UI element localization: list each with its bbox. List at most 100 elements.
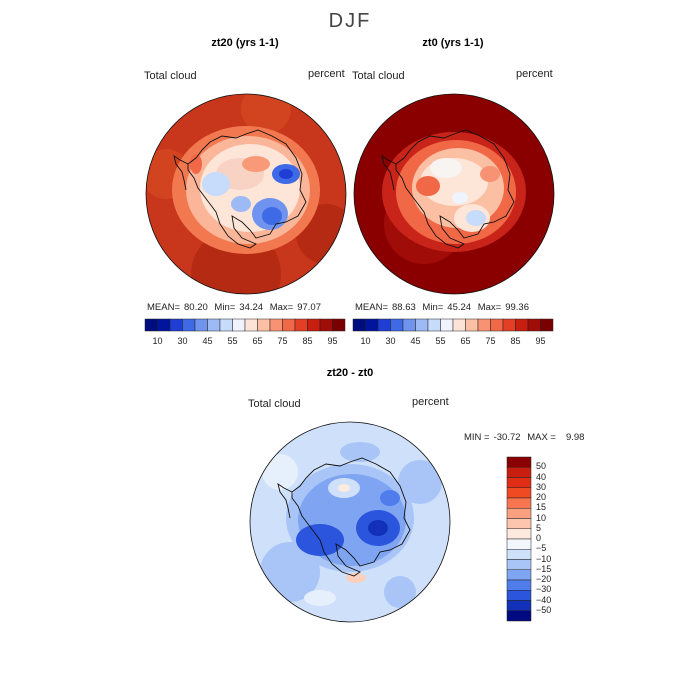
panel-1-colorbar-tick: 75 bbox=[277, 336, 288, 346]
panel-3-colorbar-swatch bbox=[506, 610, 532, 622]
panel-2-colorbar bbox=[352, 318, 554, 332]
panel-1-colorbar-tick: 10 bbox=[152, 336, 163, 346]
panel-1-colorbar-tick: 65 bbox=[252, 336, 263, 346]
panel-1-colorbar-tick: 30 bbox=[177, 336, 188, 346]
panel-1-title: zt20 (yrs 1-1) bbox=[211, 37, 279, 49]
panel-3-colorbar-swatch bbox=[506, 559, 532, 570]
panel-1-field-label: Total cloud bbox=[144, 70, 197, 82]
panel-3-colorbar-tick: −15 bbox=[536, 563, 552, 574]
panel-3-colorbar-tick: −40 bbox=[536, 594, 552, 605]
panel-1-colorbar-tick: 95 bbox=[327, 336, 338, 346]
panel-1-colorbar-swatch bbox=[294, 318, 308, 332]
panel-1-map bbox=[145, 93, 347, 295]
panel-1-colorbar-tick: 45 bbox=[202, 336, 213, 346]
panel-2-colorbar-swatch bbox=[502, 318, 516, 332]
panel-1-colorbar-ticks: 10 30 45 55 65 75 85 95 bbox=[145, 336, 345, 348]
panel-1-colorbar-swatch bbox=[144, 318, 158, 332]
panel-2-colorbar-swatch bbox=[415, 318, 429, 332]
panel-1-units: percent bbox=[308, 68, 345, 80]
panel-2-colorbar-tick: 85 bbox=[510, 336, 521, 346]
panel-1-colorbar-swatch bbox=[232, 318, 246, 332]
panel-1-colorbar-tick: 85 bbox=[302, 336, 313, 346]
panel-1-colorbar-swatch bbox=[194, 318, 208, 332]
panel-1-colorbar-swatch bbox=[269, 318, 283, 332]
panel-1-stats: MEAN= 80.20 Min= 34.24 Max= 97.07 bbox=[147, 302, 321, 313]
panel-3-colorbar-tick: 40 bbox=[536, 471, 547, 482]
panel-2-colorbar-swatch bbox=[377, 318, 391, 332]
panel-3-colorbar-swatch bbox=[506, 538, 532, 550]
panel-3-colorbar bbox=[506, 456, 532, 622]
panel-3-colorbar-tick: 30 bbox=[536, 481, 547, 492]
panel-3-colorbar-swatch bbox=[506, 549, 532, 560]
panel-3-map bbox=[249, 421, 451, 623]
panel-3-colorbar-tick: −10 bbox=[536, 553, 552, 564]
panel-3-colorbar-ticks: 50 40 30 20 15 10 5 0 −5 −10 −15 −20 −30 −40 −50 bbox=[536, 457, 576, 621]
panel-2-colorbar-swatch bbox=[490, 318, 504, 332]
panel-2-colorbar-swatch bbox=[515, 318, 529, 332]
panel-2-colorbar-swatch bbox=[527, 318, 541, 332]
panel-2-colorbar-tick: 45 bbox=[410, 336, 421, 346]
panel-3-colorbar-tick: −30 bbox=[536, 584, 552, 595]
panel-2-map bbox=[353, 93, 555, 295]
panel-2-colorbar-tick: 10 bbox=[360, 336, 371, 346]
panel-3-colorbar-swatch bbox=[506, 600, 532, 611]
panel-3-colorbar-tick: −20 bbox=[536, 574, 552, 584]
panel-1-colorbar-swatch bbox=[219, 318, 233, 332]
panel-2-stats: MEAN= 88.63 Min= 45.24 Max= 99.36 bbox=[355, 302, 529, 313]
panel-2-colorbar-swatch bbox=[402, 318, 416, 332]
panel-1-colorbar-swatch bbox=[207, 318, 221, 332]
panel-2-colorbar-tick: 30 bbox=[385, 336, 396, 346]
panel-3-colorbar-swatch bbox=[506, 579, 532, 591]
panel-2-colorbar-swatch bbox=[365, 318, 379, 332]
panel-2-colorbar-tick: 75 bbox=[485, 336, 496, 346]
panel-1-colorbar-swatch bbox=[319, 318, 333, 332]
panel-2-colorbar-swatch bbox=[477, 318, 491, 332]
panel-3-stats: MIN = -30.72 MAX = 9.98 bbox=[464, 432, 585, 443]
panel-2-title: zt0 (yrs 1-1) bbox=[422, 37, 484, 49]
panel-3-colorbar-tick: 10 bbox=[536, 512, 547, 523]
panel-3-colorbar-swatch bbox=[506, 518, 532, 529]
panel-3-colorbar-swatch bbox=[506, 528, 532, 540]
panel-3-colorbar-swatch bbox=[506, 497, 532, 509]
panel-1-colorbar-swatch bbox=[169, 318, 183, 332]
panel-3-colorbar-tick: 0 bbox=[536, 533, 542, 543]
panel-3-colorbar-tick: −50 bbox=[536, 604, 552, 615]
panel-2-colorbar-tick: 95 bbox=[535, 336, 546, 346]
panel-1-colorbar-swatch bbox=[244, 318, 258, 332]
panel-2-colorbar-tick: 65 bbox=[460, 336, 471, 346]
panel-2-colorbar-swatch bbox=[452, 318, 466, 332]
panel-3-title: zt20 - zt0 bbox=[326, 367, 374, 379]
panel-2-colorbar-swatch bbox=[465, 318, 479, 332]
figure-title: DJF bbox=[328, 10, 372, 32]
panel-2-colorbar-swatch bbox=[352, 318, 366, 332]
panel-2-colorbar-swatch bbox=[427, 318, 441, 332]
panel-1-colorbar bbox=[144, 318, 346, 332]
panel-3-colorbar-swatch bbox=[506, 477, 532, 488]
panel-3-colorbar-tick: 5 bbox=[536, 522, 542, 533]
panel-3-colorbar-tick: −5 bbox=[536, 543, 547, 554]
panel-2-colorbar-swatch bbox=[390, 318, 404, 332]
panel-1-colorbar-swatch bbox=[332, 318, 346, 332]
panel-2-colorbar-swatch bbox=[540, 318, 554, 332]
panel-1-colorbar-swatch bbox=[257, 318, 271, 332]
panel-3-colorbar-swatch bbox=[506, 487, 532, 499]
panel-2-colorbar-swatch bbox=[440, 318, 454, 332]
panel-3-units: percent bbox=[412, 396, 449, 408]
panel-1-colorbar-swatch bbox=[157, 318, 171, 332]
panel-3-colorbar-tick: 20 bbox=[536, 492, 547, 502]
panel-1-colorbar-swatch bbox=[182, 318, 196, 332]
panel-1-colorbar-tick: 55 bbox=[227, 336, 238, 346]
panel-3-colorbar-swatch bbox=[506, 456, 532, 468]
panel-1-colorbar-swatch bbox=[282, 318, 296, 332]
panel-3-colorbar-tick: 50 bbox=[536, 461, 547, 472]
panel-2-units: percent bbox=[516, 68, 553, 80]
panel-3-positive-anomaly bbox=[346, 573, 366, 583]
panel-3-colorbar-swatch bbox=[506, 508, 532, 519]
panel-2-field-label: Total cloud bbox=[352, 70, 405, 82]
panel-3-colorbar-swatch bbox=[506, 569, 532, 581]
panel-1-colorbar-swatch bbox=[307, 318, 321, 332]
panel-3-colorbar-swatch bbox=[506, 590, 532, 601]
panel-3-field-label: Total cloud bbox=[248, 398, 301, 410]
panel-2-colorbar-ticks: 10 30 45 55 65 75 85 95 bbox=[353, 336, 553, 348]
panel-2-colorbar-tick: 55 bbox=[435, 336, 446, 346]
